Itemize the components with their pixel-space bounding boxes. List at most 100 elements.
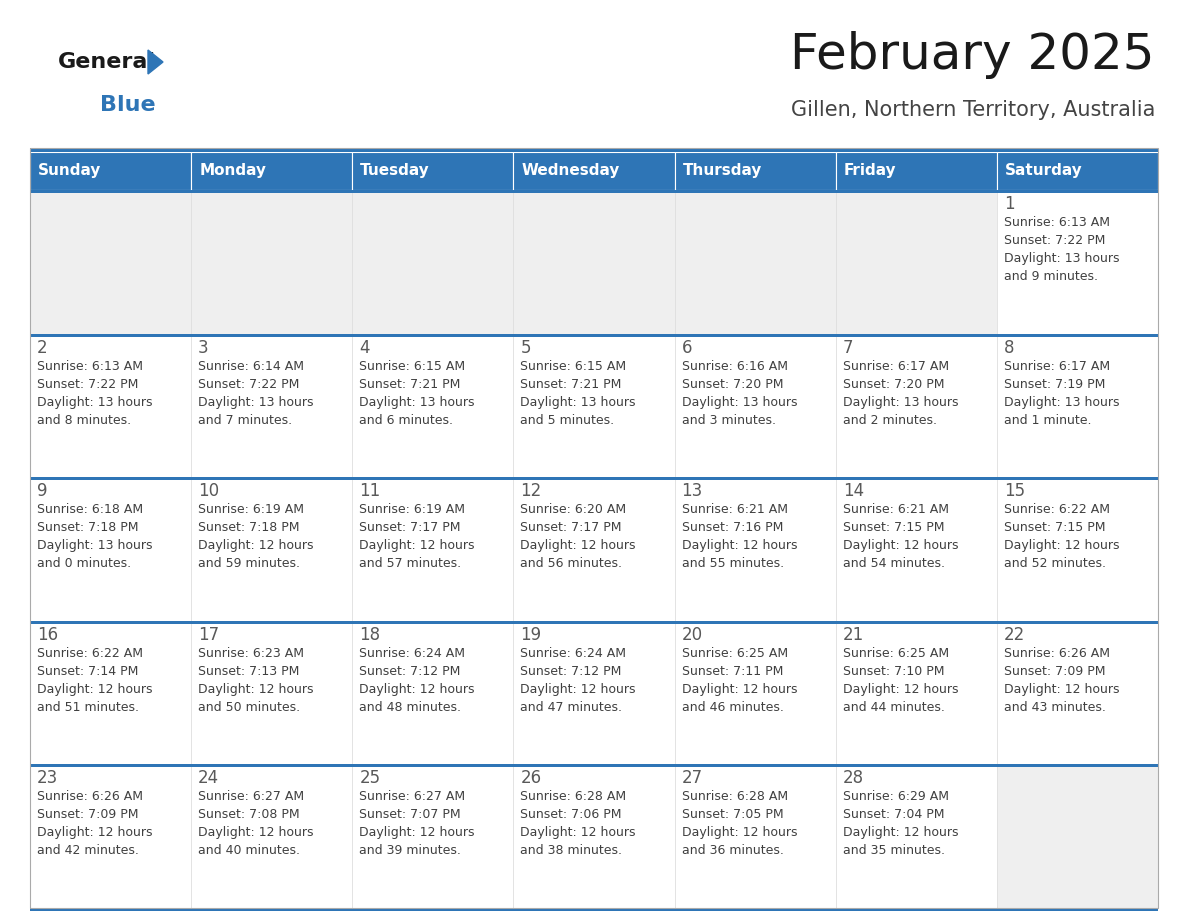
Text: Sunset: 7:20 PM: Sunset: 7:20 PM	[842, 377, 944, 390]
Text: 7: 7	[842, 339, 853, 356]
Text: Sunrise: 6:26 AM: Sunrise: 6:26 AM	[37, 790, 143, 803]
Text: Sunset: 7:20 PM: Sunset: 7:20 PM	[682, 377, 783, 390]
Text: 22: 22	[1004, 626, 1025, 644]
Bar	[835, 333, 997, 477]
Text: Saturday: Saturday	[1005, 163, 1082, 178]
Text: and 47 minutes.: and 47 minutes.	[520, 700, 623, 714]
Bar	[997, 621, 1158, 765]
Bar	[30, 190, 1158, 193]
Bar	[30, 190, 191, 333]
Text: Daylight: 13 hours: Daylight: 13 hours	[842, 396, 959, 409]
Text: Gillen, Northern Territory, Australia: Gillen, Northern Territory, Australia	[791, 100, 1155, 120]
Text: Sunrise: 6:23 AM: Sunrise: 6:23 AM	[198, 647, 304, 660]
Text: Sunrise: 6:22 AM: Sunrise: 6:22 AM	[37, 647, 143, 660]
Text: Sunset: 7:12 PM: Sunset: 7:12 PM	[359, 665, 461, 677]
Text: Sunset: 7:22 PM: Sunset: 7:22 PM	[37, 377, 138, 390]
Text: Sunset: 7:17 PM: Sunset: 7:17 PM	[520, 521, 623, 534]
Bar	[997, 477, 1158, 621]
Bar	[997, 190, 1158, 333]
Text: Daylight: 12 hours: Daylight: 12 hours	[682, 826, 797, 839]
Text: 3: 3	[198, 339, 209, 356]
Text: Sunrise: 6:22 AM: Sunrise: 6:22 AM	[1004, 503, 1110, 516]
Text: General: General	[58, 52, 156, 72]
Bar	[513, 190, 675, 333]
Text: Daylight: 12 hours: Daylight: 12 hours	[842, 539, 959, 553]
Text: 12: 12	[520, 482, 542, 500]
Text: Daylight: 12 hours: Daylight: 12 hours	[359, 826, 475, 839]
Text: Sunset: 7:11 PM: Sunset: 7:11 PM	[682, 665, 783, 677]
Text: Daylight: 13 hours: Daylight: 13 hours	[359, 396, 475, 409]
Text: 16: 16	[37, 626, 58, 644]
Bar	[835, 621, 997, 765]
Text: Sunset: 7:14 PM: Sunset: 7:14 PM	[37, 665, 138, 677]
Bar	[353, 621, 513, 765]
Text: Daylight: 12 hours: Daylight: 12 hours	[198, 826, 314, 839]
Text: Daylight: 12 hours: Daylight: 12 hours	[520, 539, 636, 553]
Text: Sunset: 7:15 PM: Sunset: 7:15 PM	[1004, 521, 1105, 534]
Polygon shape	[148, 50, 163, 74]
Bar	[675, 152, 835, 190]
Text: Sunrise: 6:29 AM: Sunrise: 6:29 AM	[842, 790, 949, 803]
Text: and 1 minute.: and 1 minute.	[1004, 414, 1092, 427]
Bar	[835, 190, 997, 333]
Text: Daylight: 12 hours: Daylight: 12 hours	[37, 683, 152, 696]
Text: Thursday: Thursday	[683, 163, 762, 178]
Text: and 5 minutes.: and 5 minutes.	[520, 414, 614, 427]
Text: Sunrise: 6:13 AM: Sunrise: 6:13 AM	[1004, 216, 1110, 229]
Text: Daylight: 13 hours: Daylight: 13 hours	[37, 396, 152, 409]
Bar	[835, 152, 997, 190]
Text: Sunset: 7:17 PM: Sunset: 7:17 PM	[359, 521, 461, 534]
Text: 26: 26	[520, 769, 542, 788]
Bar	[30, 152, 191, 190]
Text: and 40 minutes.: and 40 minutes.	[198, 845, 301, 857]
Text: Sunset: 7:16 PM: Sunset: 7:16 PM	[682, 521, 783, 534]
Bar	[353, 333, 513, 477]
Bar	[191, 765, 353, 908]
Text: 14: 14	[842, 482, 864, 500]
Text: 23: 23	[37, 769, 58, 788]
Text: Daylight: 13 hours: Daylight: 13 hours	[1004, 396, 1119, 409]
Text: Daylight: 12 hours: Daylight: 12 hours	[842, 826, 959, 839]
Text: and 39 minutes.: and 39 minutes.	[359, 845, 461, 857]
Text: Daylight: 12 hours: Daylight: 12 hours	[359, 683, 475, 696]
Text: Sunset: 7:18 PM: Sunset: 7:18 PM	[37, 521, 139, 534]
Text: Sunset: 7:09 PM: Sunset: 7:09 PM	[37, 809, 139, 822]
Text: Sunset: 7:07 PM: Sunset: 7:07 PM	[359, 809, 461, 822]
Text: Sunset: 7:13 PM: Sunset: 7:13 PM	[198, 665, 299, 677]
Text: Sunrise: 6:26 AM: Sunrise: 6:26 AM	[1004, 647, 1110, 660]
Text: Sunrise: 6:27 AM: Sunrise: 6:27 AM	[198, 790, 304, 803]
Text: Sunrise: 6:19 AM: Sunrise: 6:19 AM	[359, 503, 466, 516]
Text: Sunrise: 6:24 AM: Sunrise: 6:24 AM	[520, 647, 626, 660]
Text: 27: 27	[682, 769, 702, 788]
Bar	[191, 621, 353, 765]
Bar	[513, 477, 675, 621]
Text: Daylight: 12 hours: Daylight: 12 hours	[198, 539, 314, 553]
Text: 11: 11	[359, 482, 380, 500]
Text: and 57 minutes.: and 57 minutes.	[359, 557, 461, 570]
Text: and 43 minutes.: and 43 minutes.	[1004, 700, 1106, 714]
Text: and 44 minutes.: and 44 minutes.	[842, 700, 944, 714]
Bar	[191, 190, 353, 333]
Text: and 46 minutes.: and 46 minutes.	[682, 700, 783, 714]
Bar	[30, 333, 191, 477]
Text: and 52 minutes.: and 52 minutes.	[1004, 557, 1106, 570]
Text: Sunrise: 6:19 AM: Sunrise: 6:19 AM	[198, 503, 304, 516]
Text: and 48 minutes.: and 48 minutes.	[359, 700, 461, 714]
Text: Sunset: 7:21 PM: Sunset: 7:21 PM	[359, 377, 461, 390]
Text: Daylight: 12 hours: Daylight: 12 hours	[842, 683, 959, 696]
Text: Sunrise: 6:16 AM: Sunrise: 6:16 AM	[682, 360, 788, 373]
Text: and 51 minutes.: and 51 minutes.	[37, 700, 139, 714]
Text: Sunrise: 6:21 AM: Sunrise: 6:21 AM	[842, 503, 949, 516]
Bar	[353, 477, 513, 621]
Text: Daylight: 12 hours: Daylight: 12 hours	[1004, 539, 1119, 553]
Text: 17: 17	[198, 626, 220, 644]
Text: February 2025: February 2025	[790, 31, 1155, 79]
Text: Sunrise: 6:25 AM: Sunrise: 6:25 AM	[842, 647, 949, 660]
Bar	[30, 765, 191, 908]
Bar	[675, 190, 835, 333]
Text: Blue: Blue	[100, 95, 156, 115]
Text: and 9 minutes.: and 9 minutes.	[1004, 270, 1098, 283]
Text: Daylight: 13 hours: Daylight: 13 hours	[37, 539, 152, 553]
Bar	[997, 152, 1158, 190]
Bar	[353, 765, 513, 908]
